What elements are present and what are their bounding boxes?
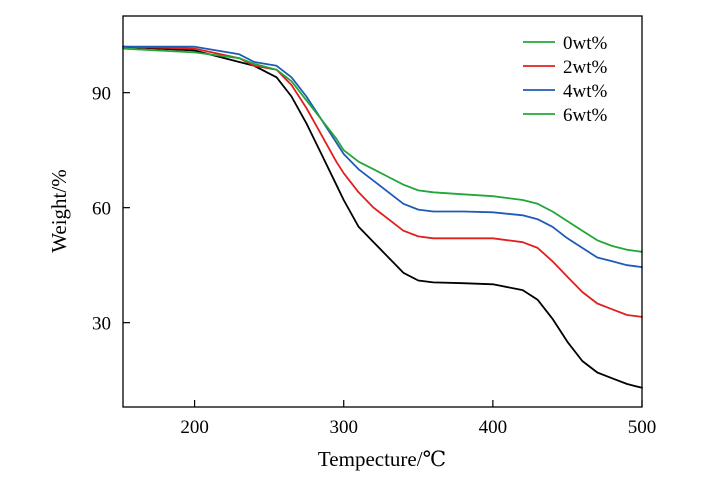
series-lines — [122, 45, 643, 389]
y-axis-title: Weight/% — [47, 169, 71, 252]
x-tick-label-200: 200 — [180, 417, 209, 438]
series-line-3 — [122, 47, 643, 253]
legend-label-3: 6wt% — [563, 105, 608, 126]
legend-label-0: 0wt% — [563, 33, 608, 54]
legend-label-1: 2wt% — [563, 57, 608, 78]
x-axis-title: Tempecture/℃ — [318, 447, 446, 471]
x-tick-label-300: 300 — [329, 417, 358, 438]
series-line-0 — [122, 45, 643, 389]
y-tick-label-90: 90 — [92, 84, 111, 105]
x-tick-label-400: 400 — [479, 417, 508, 438]
axis-ticks: 200 300 400 500 30 60 90 — [92, 84, 656, 438]
series-line-1 — [122, 45, 643, 318]
x-tick-label-500: 500 — [628, 417, 657, 438]
plot-frame — [122, 15, 643, 408]
y-tick-label-30: 30 — [92, 314, 111, 335]
legend-label-2: 4wt% — [563, 81, 608, 102]
legend: 0wt% 2wt% 4wt% 6wt% — [523, 33, 608, 126]
series-line-2 — [122, 45, 643, 268]
y-tick-label-60: 60 — [92, 199, 111, 220]
